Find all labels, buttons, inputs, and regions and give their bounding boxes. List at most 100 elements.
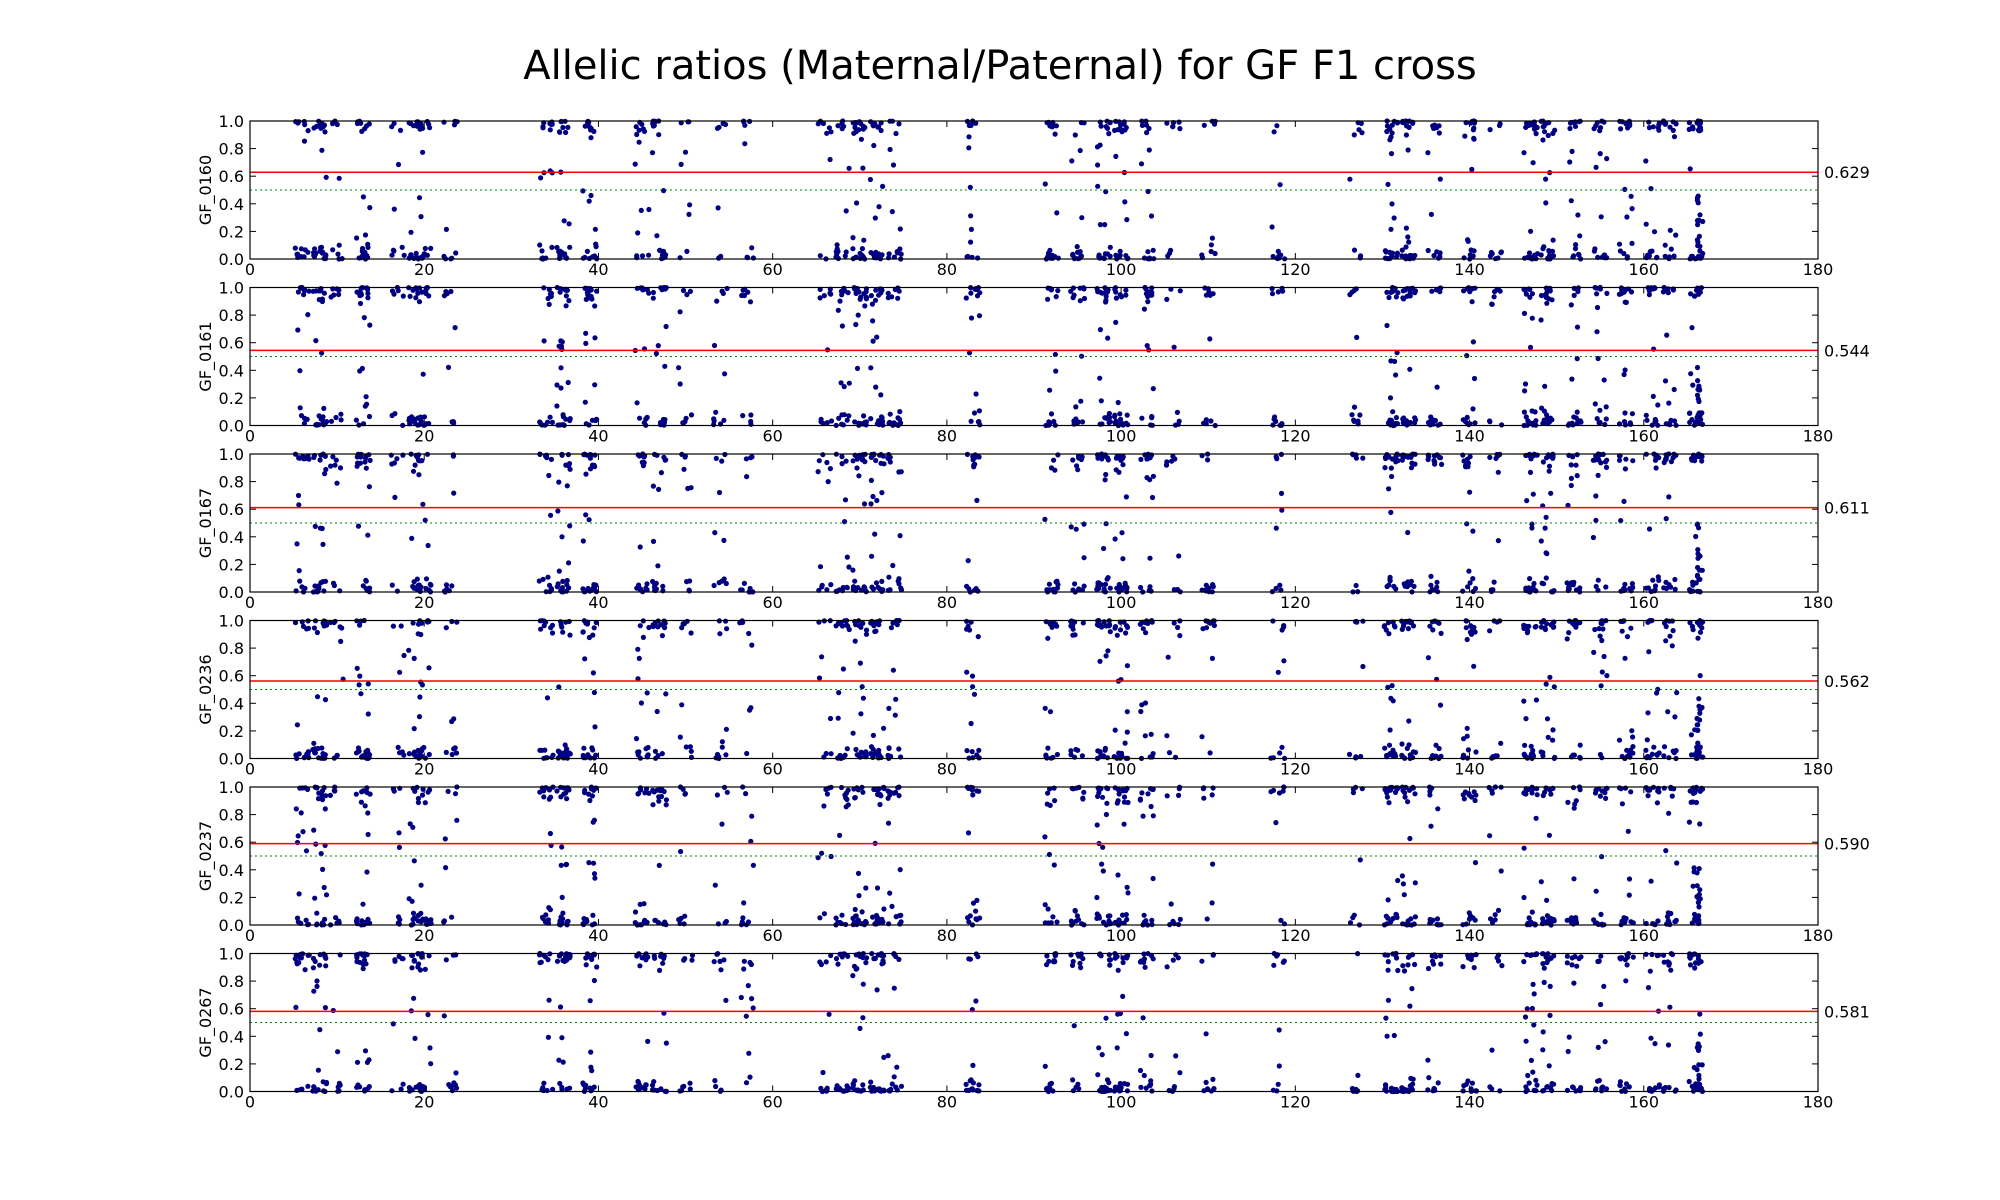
data-point (589, 1068, 595, 1074)
data-point (874, 987, 880, 993)
data-point (1666, 618, 1672, 624)
data-point (869, 553, 875, 559)
data-point (294, 541, 300, 547)
data-point (855, 312, 861, 318)
data-point (1384, 583, 1390, 590)
data-point (319, 147, 325, 153)
data-point (453, 250, 459, 256)
data-point (1170, 918, 1176, 925)
data-point (321, 623, 327, 629)
x-tick-label: 100 (1106, 1093, 1137, 1112)
data-point (852, 795, 858, 801)
data-point (1472, 797, 1478, 804)
data-point (1068, 524, 1074, 530)
data-point (320, 866, 326, 873)
data-point (359, 365, 365, 372)
data-point (676, 365, 682, 371)
data-point (583, 962, 589, 968)
data-point (1469, 299, 1475, 305)
data-point (1544, 300, 1550, 306)
data-point (1114, 632, 1120, 638)
data-point (1624, 747, 1630, 753)
data-point (581, 745, 587, 751)
data-point (389, 124, 395, 130)
data-point (399, 749, 405, 755)
data-point (749, 642, 755, 648)
data-point (1568, 302, 1574, 308)
data-point (1577, 787, 1583, 793)
data-point (1389, 683, 1395, 689)
data-point (1106, 131, 1112, 137)
data-point (1405, 454, 1411, 460)
data-point (1622, 466, 1628, 472)
data-point (446, 1082, 452, 1088)
data-point (1540, 750, 1546, 756)
data-point (1628, 625, 1634, 631)
data-point (1209, 900, 1215, 906)
data-point (400, 293, 406, 299)
data-point (330, 1007, 336, 1014)
data-point (1150, 956, 1156, 962)
data-point (644, 287, 651, 293)
data-point (1077, 147, 1083, 154)
data-point (1521, 894, 1527, 901)
data-point (1149, 494, 1156, 501)
data-point (870, 493, 876, 500)
data-point (1048, 920, 1054, 926)
data-point (868, 620, 874, 626)
data-point (1538, 624, 1544, 630)
data-point (411, 726, 417, 732)
data-point (750, 862, 757, 868)
data-point (318, 287, 324, 293)
data-point (1100, 844, 1106, 850)
data-point (1604, 457, 1610, 463)
data-point (719, 821, 725, 827)
data-point (451, 1080, 457, 1086)
data-point (1105, 457, 1111, 463)
data-point (1164, 296, 1170, 302)
data-point (1048, 465, 1055, 471)
x-tick-label: 0 (245, 593, 255, 612)
data-point (819, 654, 825, 660)
data-point (974, 788, 980, 794)
data-point (1164, 793, 1170, 799)
data-point (454, 119, 460, 125)
data-point (1666, 810, 1672, 816)
data-point (968, 226, 975, 232)
data-point (1593, 164, 1599, 170)
data-point (567, 417, 573, 424)
data-point (1695, 895, 1702, 901)
data-point (743, 791, 749, 797)
data-point (1690, 883, 1696, 889)
data-point (714, 298, 720, 304)
data-point (1460, 452, 1466, 458)
data-point (1597, 452, 1603, 458)
data-point (312, 895, 318, 901)
data-point (583, 917, 589, 923)
data-point (1695, 200, 1701, 206)
y-tick-label: 0.8 (219, 306, 244, 325)
data-point (1411, 420, 1418, 426)
data-point (1072, 907, 1078, 914)
data-point (1355, 1072, 1361, 1078)
data-point (1081, 295, 1088, 302)
data-point (719, 458, 725, 464)
data-point (1395, 877, 1401, 884)
data-point (1533, 623, 1539, 630)
x-tick-label: 160 (1629, 427, 1660, 446)
data-point (688, 412, 695, 418)
data-point (1114, 953, 1120, 960)
data-point (1278, 917, 1284, 924)
data-point (585, 585, 591, 592)
data-point (1544, 897, 1550, 903)
data-point (1646, 125, 1652, 131)
data-point (1075, 467, 1081, 473)
data-point (588, 293, 594, 299)
data-point (1393, 911, 1399, 917)
data-point (1697, 821, 1703, 827)
data-point (320, 249, 326, 255)
data-point (1405, 234, 1411, 240)
data-point (1550, 237, 1556, 243)
data-point (712, 530, 718, 536)
data-point (1051, 418, 1057, 425)
